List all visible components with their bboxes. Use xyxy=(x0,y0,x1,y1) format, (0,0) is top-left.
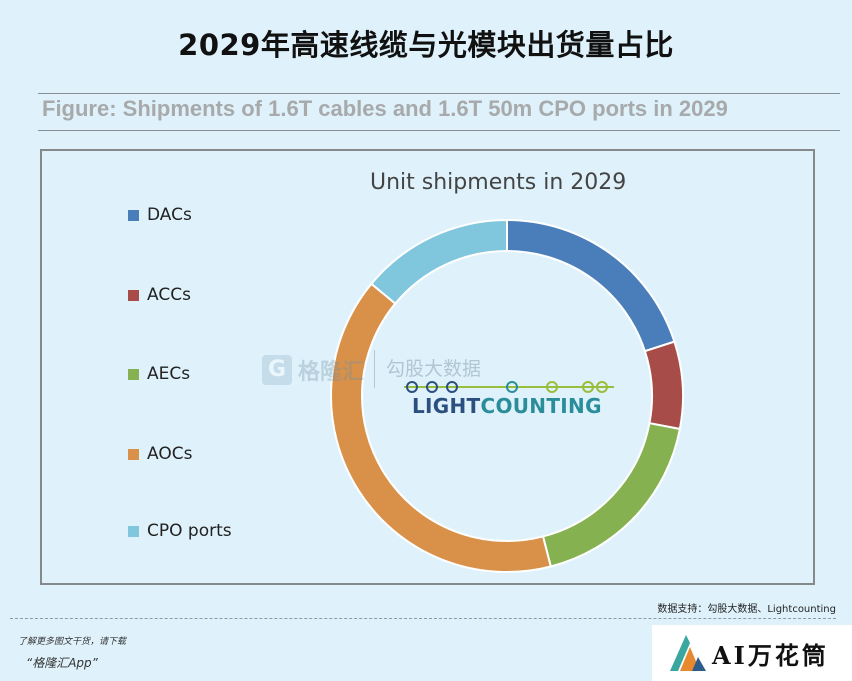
lightcounting-logo-counting: COUNTING xyxy=(480,394,602,418)
donut-slice-aocs xyxy=(330,282,552,573)
legend-label: DACs xyxy=(147,205,192,225)
legend-swatch xyxy=(128,525,139,537)
brand-name: AI万花筒 xyxy=(712,641,829,670)
footer-download-hint: 了解更多图文干货，请下载 xyxy=(18,637,127,647)
legend-item: ACCs xyxy=(128,284,328,306)
legend-label: CPO ports xyxy=(147,521,232,541)
legend-label: AECs xyxy=(147,364,191,384)
lightcounting-beads-icon xyxy=(404,381,614,393)
lightcounting-logo: LIGHTCOUNTING xyxy=(412,394,602,418)
gougu-watermark: 勾股大数据 xyxy=(386,358,482,380)
legend-swatch xyxy=(128,448,139,460)
lightcounting-logo-light: LIGHT xyxy=(412,394,481,418)
chart-title: Unit shipments in 2029 xyxy=(370,170,627,195)
page-title: 2029年高速线缆与光模块出货量占比 xyxy=(178,28,674,62)
legend-swatch xyxy=(128,209,139,221)
legend-item: AECs xyxy=(128,363,328,385)
legend-label: ACCs xyxy=(147,285,191,305)
footer-divider xyxy=(10,618,836,619)
chart-frame xyxy=(40,149,815,585)
legend-item: CPO ports xyxy=(128,520,328,542)
caption-bottom-rule xyxy=(38,130,840,131)
donut-slice-accs xyxy=(643,340,684,431)
brand-logo-icon xyxy=(670,635,706,671)
gelonghui-watermark: G 格隆汇 xyxy=(262,354,364,386)
legend-swatch xyxy=(128,289,139,301)
legend-swatch xyxy=(128,368,139,380)
donut-slice-dacs xyxy=(506,218,676,353)
caption-top-rule xyxy=(38,93,840,94)
gelonghui-watermark-text: 格隆汇 xyxy=(298,360,365,385)
figure-caption: Figure: Shipments of 1.6T cables and 1.6… xyxy=(42,96,728,121)
watermark-divider xyxy=(374,350,375,388)
legend-item: DACs xyxy=(128,204,328,226)
source-note: 数据支持：勾股大数据、Lightcounting xyxy=(657,604,836,615)
brand-box: AI万花筒 xyxy=(652,625,852,681)
gelonghui-logo-icon: G xyxy=(262,355,292,385)
footer-app-name: “格隆汇App” xyxy=(26,656,98,670)
donut-slice-aecs xyxy=(541,422,682,568)
legend-item: AOCs xyxy=(128,443,328,465)
donut-slice-cpo-ports xyxy=(369,218,508,305)
legend-label: AOCs xyxy=(147,444,193,464)
